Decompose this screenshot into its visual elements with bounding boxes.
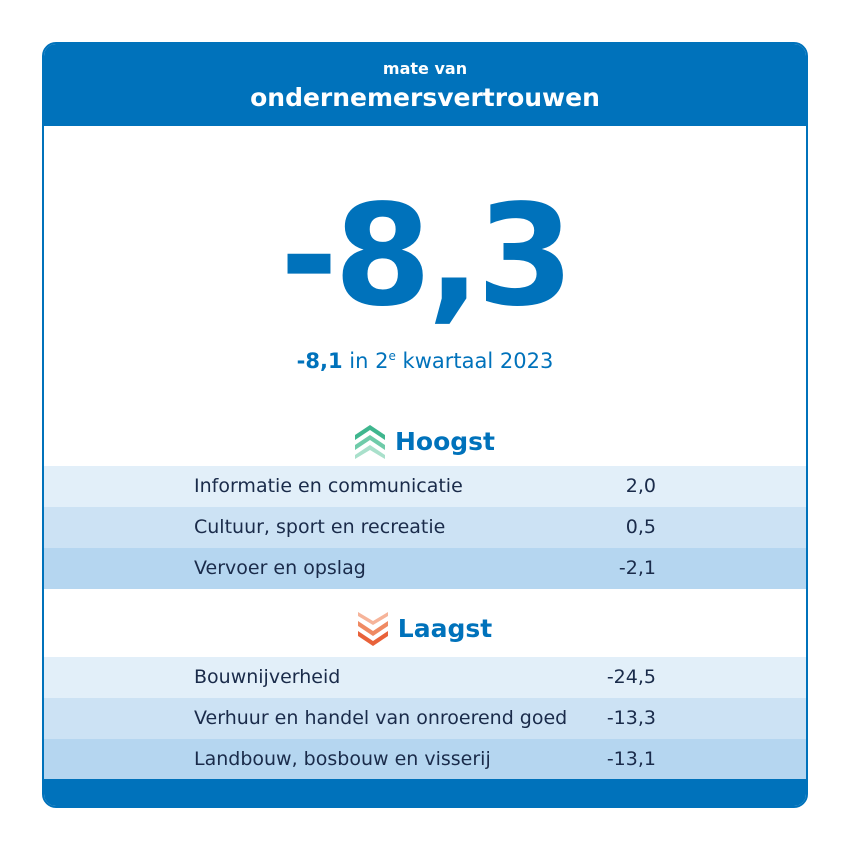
confidence-card: mate van ondernemersvertrouwen -8,3 -8,1… (42, 42, 808, 808)
card-header: mate van ondernemersvertrouwen (44, 44, 806, 126)
table-row: Verhuur en handel van onroerend goed -13… (44, 698, 806, 739)
table-row: Cultuur, sport en recreatie 0,5 (44, 507, 806, 548)
table-row: Informatie en communicatie 2,0 (44, 466, 806, 507)
previous-text-before: in 2 (349, 349, 389, 373)
chevrons-up-icon (355, 425, 385, 459)
row-label: Cultuur, sport en recreatie (194, 516, 446, 538)
header-subtitle: mate van (382, 59, 468, 78)
row-value: -24,5 (606, 666, 656, 688)
table-row: Landbouw, bosbouw en visserij -13,1 (44, 739, 806, 780)
previous-quarter-text: -8,1 in 2e kwartaal 2023 (44, 342, 806, 375)
table-row: Bouwnijverheid -24,5 (44, 657, 806, 698)
main-value: -8,3 (279, 175, 574, 338)
lowest-title: Laagst (397, 614, 493, 643)
previous-text-after: kwartaal 2023 (402, 349, 554, 373)
header-title: ondernemersvertrouwen (250, 83, 600, 112)
highest-heading: Hoogst (44, 422, 806, 462)
row-label: Informatie en communicatie (194, 475, 463, 497)
lowest-heading: Laagst (44, 609, 806, 649)
row-value: 0,5 (625, 516, 656, 538)
row-value: -2,1 (618, 557, 656, 579)
footer-bar (44, 779, 806, 806)
chevrons-down-icon (357, 612, 388, 646)
previous-value: -8,1 (296, 349, 343, 373)
highest-table: Informatie en communicatie 2,0 Cultuur, … (44, 466, 806, 589)
row-value: 2,0 (625, 475, 656, 497)
lowest-table: Bouwnijverheid -24,5 Verhuur en handel v… (44, 657, 806, 780)
row-value: -13,3 (606, 707, 656, 729)
highest-title: Hoogst (395, 427, 495, 456)
row-label: Vervoer en opslag (194, 557, 366, 579)
row-label: Verhuur en handel van onroerend goed (194, 707, 568, 729)
row-label: Landbouw, bosbouw en visserij (194, 748, 491, 770)
row-label: Bouwnijverheid (194, 666, 341, 688)
row-value: -13,1 (606, 748, 656, 770)
previous-superscript: e (388, 349, 396, 363)
table-row: Vervoer en opslag -2,1 (44, 548, 806, 589)
